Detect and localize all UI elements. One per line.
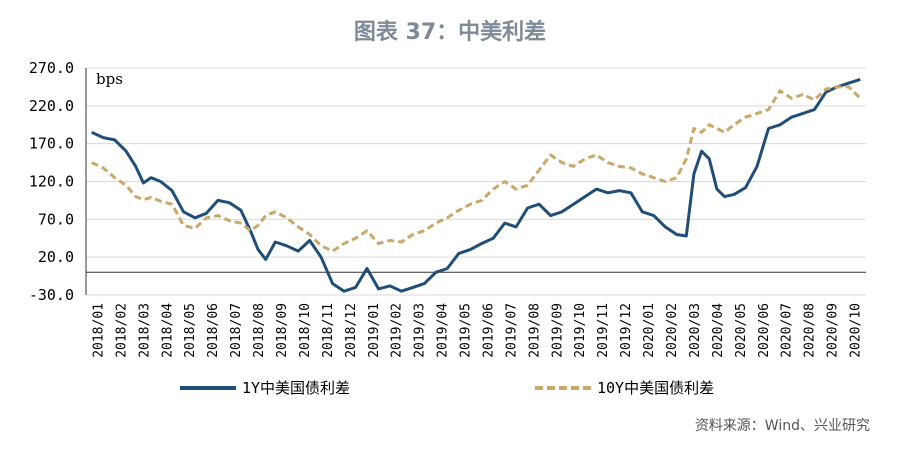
y-tick-label: 270.0: [29, 59, 74, 77]
x-tick-label: 2020/05: [734, 303, 749, 358]
x-tick-label: 2019/07: [504, 303, 519, 358]
legend-item-1y: 1Y中美国债利差: [180, 377, 350, 398]
x-tick-label: 2020/02: [665, 303, 680, 358]
y-tick-label: 70.0: [38, 210, 74, 228]
x-tick-label: 2020/07: [780, 303, 795, 358]
y-tick-label: 170.0: [29, 135, 74, 153]
x-tick-label: 2019/04: [436, 303, 451, 358]
x-tick-label: 2018/08: [252, 303, 267, 358]
legend-swatch-1y: [180, 385, 236, 390]
x-tick-label: 2018/01: [91, 303, 106, 358]
x-tick-label: 2018/06: [206, 303, 221, 358]
chart-title: 图表 37：中美利差: [353, 20, 547, 45]
x-tick-label: 2020/03: [688, 303, 703, 358]
x-tick-label: 2020/08: [803, 303, 818, 358]
x-tick-label: 2020/10: [849, 303, 864, 358]
x-tick-label: 2019/03: [413, 303, 428, 358]
x-tick-label: 2018/10: [298, 303, 313, 358]
x-tick-label: 2019/06: [481, 303, 496, 358]
x-tick-label: 2018/09: [275, 303, 290, 358]
x-tick-label: 2018/12: [344, 303, 359, 358]
x-tick-label: 2018/02: [114, 303, 129, 358]
x-tick-label: 2019/02: [390, 303, 405, 358]
x-tick-label: 2018/04: [160, 303, 175, 358]
y-tick-label: 220.0: [29, 97, 74, 115]
x-tick-label: 2019/05: [459, 303, 474, 358]
y-tick-label: 20.0: [38, 248, 74, 266]
x-tick-label: 2019/10: [573, 303, 588, 358]
legend-swatch-10y: [535, 385, 591, 390]
x-tick-label: 2019/08: [527, 303, 542, 358]
x-tick-label: 2019/09: [550, 303, 565, 358]
x-tick-label: 2019/11: [596, 303, 611, 358]
x-tick-label: 2018/11: [321, 303, 336, 358]
x-tick-label: 2018/03: [137, 303, 152, 358]
x-tick-label: 2018/07: [229, 303, 244, 358]
series-line-10y: [91, 85, 862, 253]
unit-label: bps: [96, 70, 123, 88]
source-note: 资料来源：Wind、兴业研究: [694, 418, 870, 434]
legend-label-1y: 1Y中美国债利差: [242, 379, 351, 397]
y-tick-label: 120.0: [29, 173, 74, 191]
x-tick-label: 2020/06: [757, 303, 772, 358]
y-tick-label: -30.0: [29, 286, 74, 304]
x-tick-label: 2019/12: [619, 303, 634, 358]
series-line-1y: [91, 77, 861, 293]
x-tick-label: 2020/09: [826, 303, 841, 358]
x-tick-label: 2020/04: [711, 303, 726, 358]
legend-label-10y: 10Y中美国债利差: [597, 379, 715, 397]
x-tick-label: 2019/01: [367, 303, 382, 358]
x-tick-label: 2020/01: [642, 303, 657, 358]
x-tick-label: 2018/05: [183, 303, 198, 358]
legend-item-10y: 10Y中美国债利差: [535, 377, 714, 398]
